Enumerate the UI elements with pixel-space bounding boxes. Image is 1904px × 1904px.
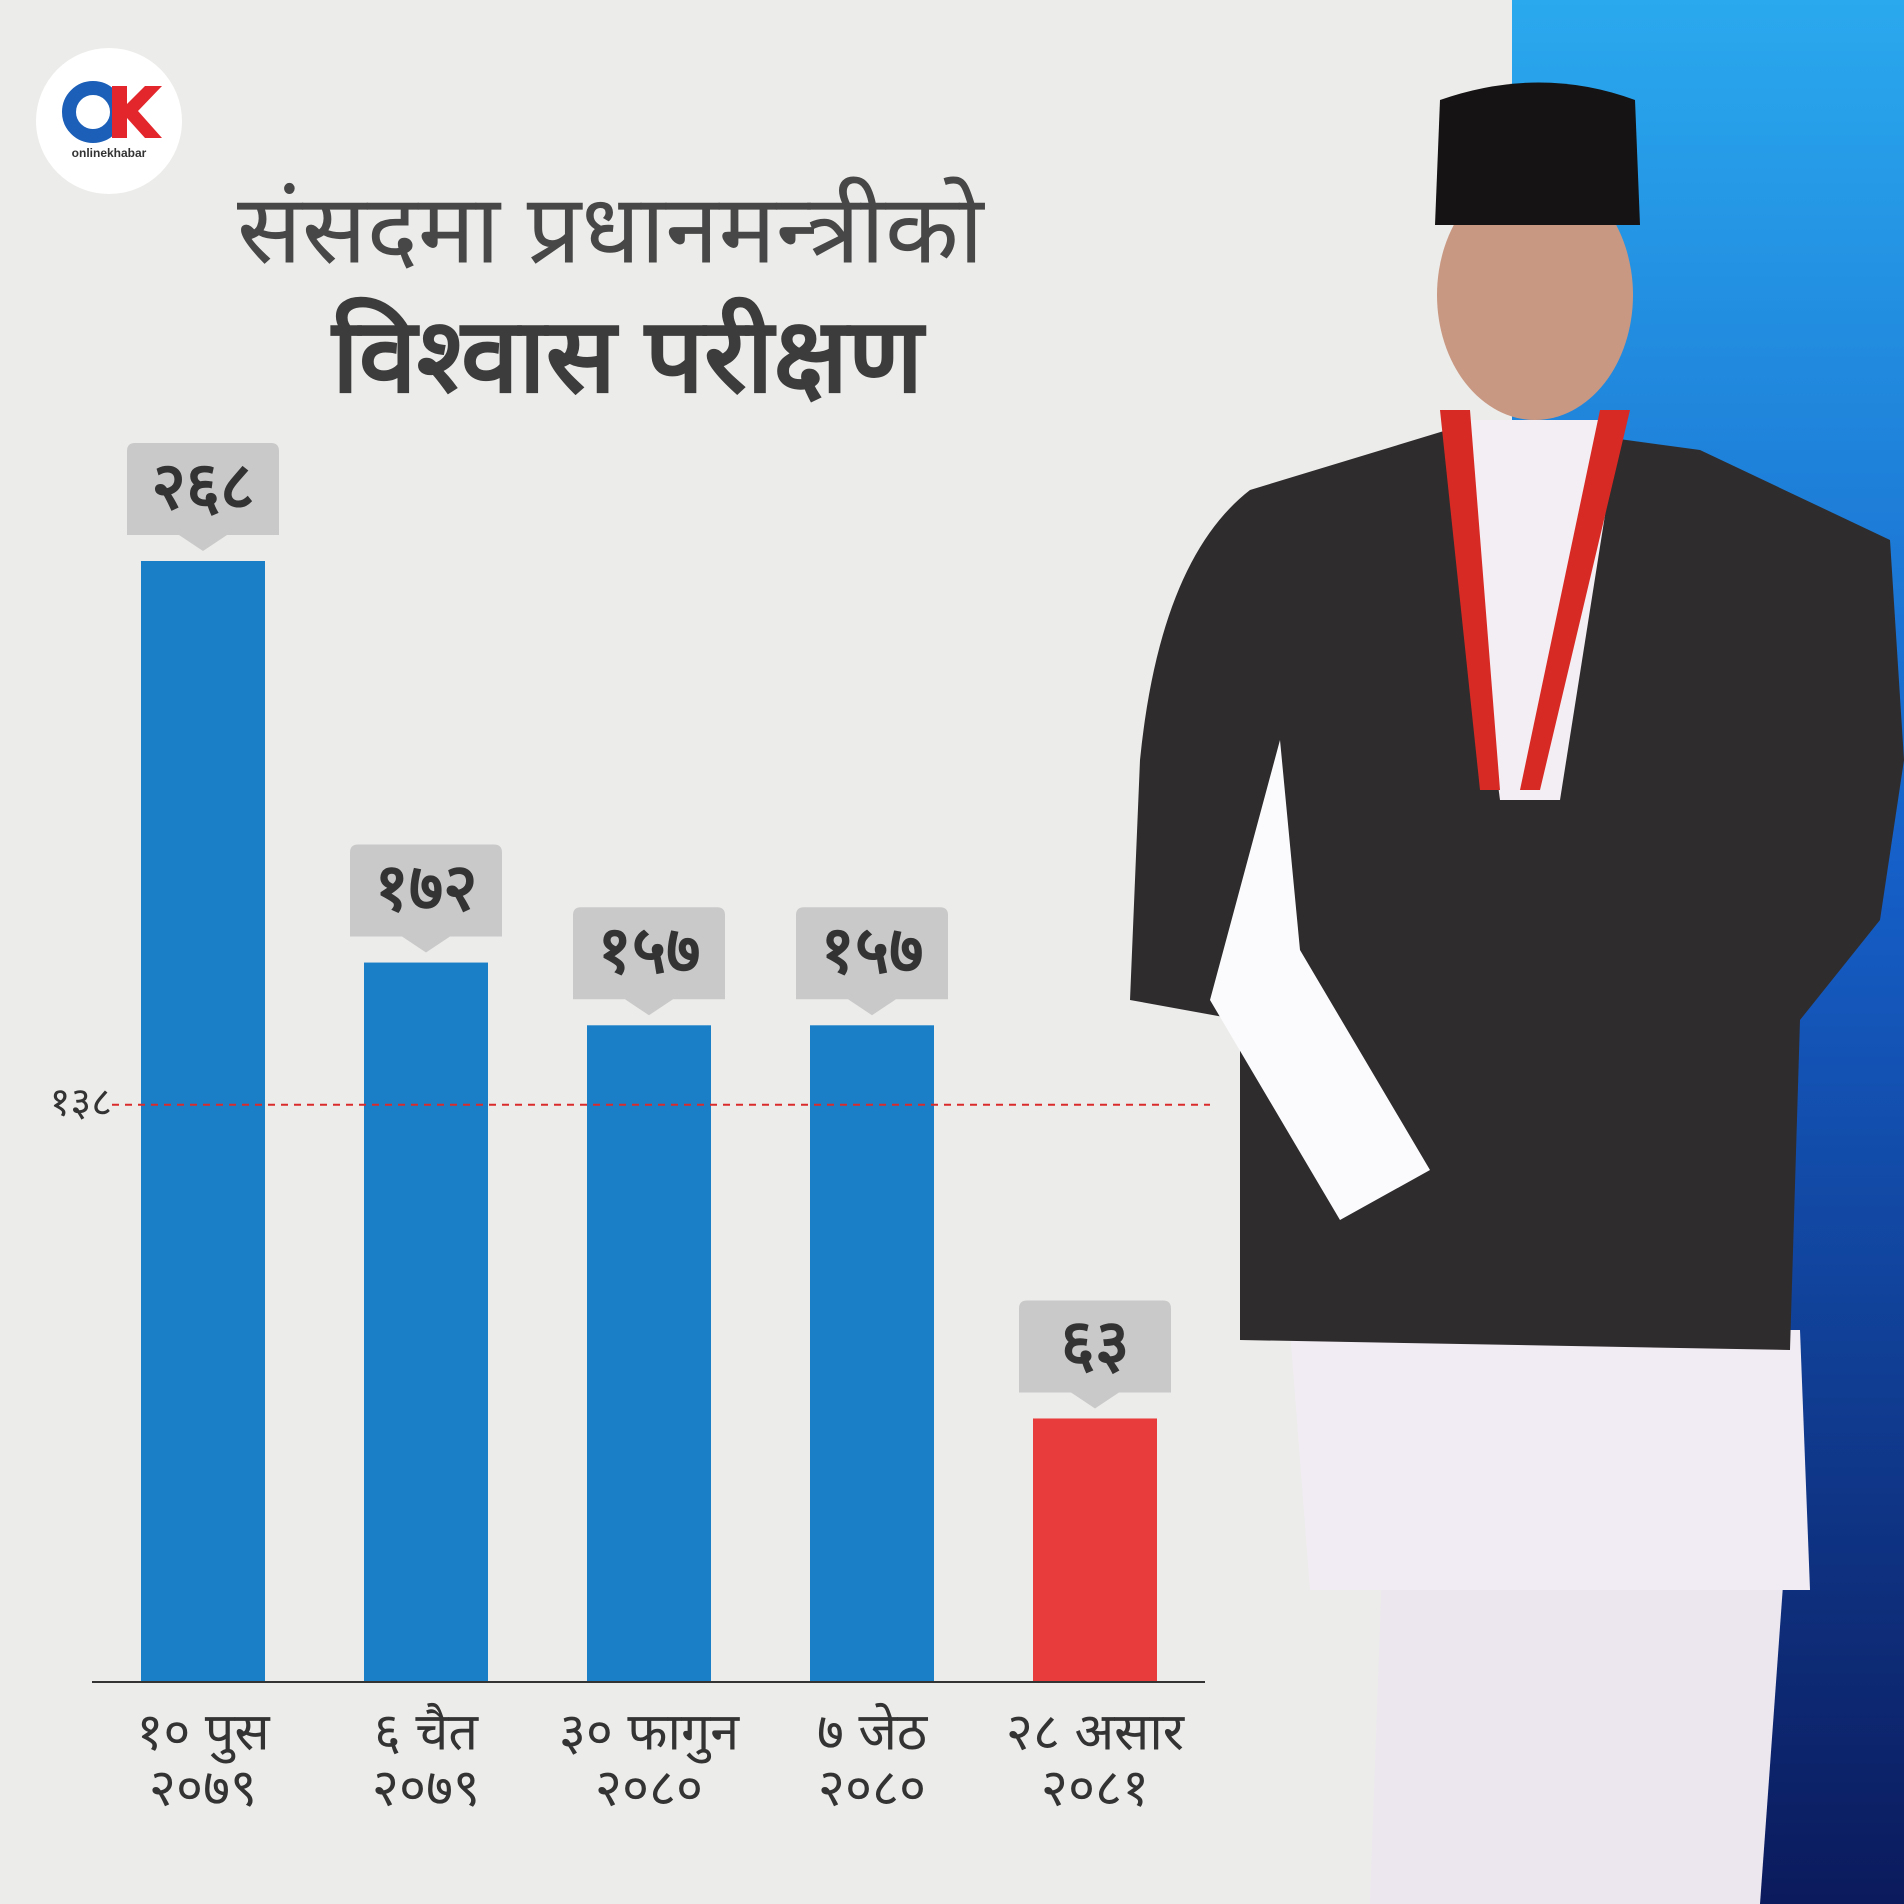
reference-label: १३८ [50,1080,112,1124]
logo-text: onlinekhabar [72,146,147,160]
bar [1033,1418,1157,1682]
value-label: १७२ [375,850,478,924]
chart-title: संसदमा प्रधानमन्त्रीको [237,175,986,283]
value-label-box [796,907,948,1016]
value-label-box [1019,1300,1171,1409]
x-tick-label: २०८० [818,1760,926,1818]
logo-k [112,86,162,138]
bar [141,561,265,1682]
x-tick-label: २०७९ [372,1760,480,1818]
bar [364,962,488,1682]
x-tick-label: २०८० [595,1760,703,1818]
chart-subtitle: विश्वास परीक्षण [330,296,927,414]
value-label-box [350,844,502,953]
value-label: २६८ [152,448,255,522]
logo: onlinekhabar [36,48,182,194]
value-label: ६३ [1061,1306,1130,1380]
x-tick-label: २८ असार [1006,1704,1186,1762]
x-tick-label: १० पुस [136,1704,270,1764]
bar [587,1025,711,1682]
bar [810,1025,934,1682]
photo [1130,82,1904,1904]
value-label-box [573,907,725,1016]
x-tick-label: ३० फागुन [559,1704,740,1764]
x-tick-label: ६ चैत [374,1703,480,1762]
x-tick-label: २०८१ [1041,1760,1149,1818]
x-tick-label: २०७९ [149,1760,257,1818]
value-label: १५७ [598,913,701,987]
x-tick-label: ७ जेठ [817,1703,929,1762]
value-label: १५७ [821,913,924,987]
value-label-box [127,443,279,551]
